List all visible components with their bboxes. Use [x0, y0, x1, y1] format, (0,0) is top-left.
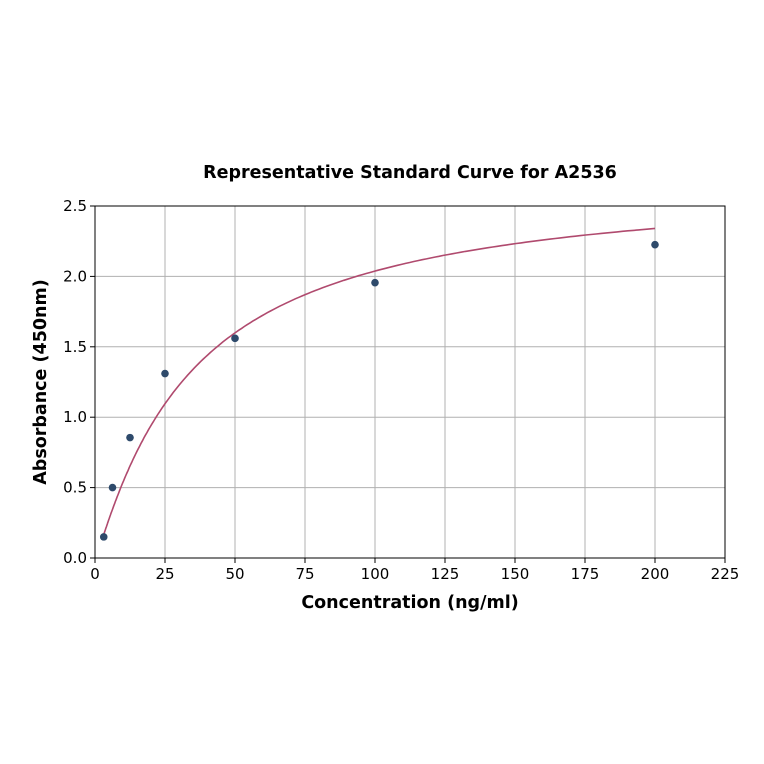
x-tick-label: 175 [571, 565, 600, 583]
data-point [371, 278, 379, 287]
x-tick-label: 225 [711, 565, 740, 583]
data-point [161, 369, 169, 378]
x-tick-label: 125 [431, 565, 460, 583]
data-point [651, 240, 659, 249]
chart-title: Representative Standard Curve for A2536 [203, 163, 617, 183]
y-tick-label: 2.5 [63, 197, 87, 215]
y-tick-label: 2.0 [63, 267, 87, 285]
data-point [231, 334, 239, 343]
data-point [99, 533, 108, 541]
y-axis-ticks: 0.0 0.5 1.0 1.5 2.0 2.5 [63, 197, 95, 567]
data-point [108, 483, 117, 492]
x-tick-label: 0 [90, 565, 100, 583]
data-points [99, 240, 659, 541]
grid [94, 205, 726, 559]
x-tick-label: 75 [295, 565, 314, 583]
x-tick-label: 150 [501, 565, 530, 583]
y-tick-label: 1.5 [63, 338, 87, 356]
plot-frame [94, 205, 726, 559]
x-axis-ticks: 0 25 50 75 100 125 150 175 200 225 [90, 558, 739, 583]
x-tick-label: 25 [155, 565, 174, 583]
x-tick-label: 100 [361, 565, 390, 583]
x-axis-label: Concentration (ng/ml) [301, 593, 518, 613]
y-axis-label: Absorbance (450nm) [31, 279, 51, 485]
y-tick-label: 1.0 [63, 408, 87, 426]
data-point [126, 433, 134, 442]
x-tick-label: 50 [225, 565, 244, 583]
x-tick-label: 200 [641, 565, 670, 583]
y-tick-label: 0.0 [63, 549, 87, 567]
fit-curve [103, 227, 656, 535]
y-tick-label: 0.5 [63, 479, 87, 497]
